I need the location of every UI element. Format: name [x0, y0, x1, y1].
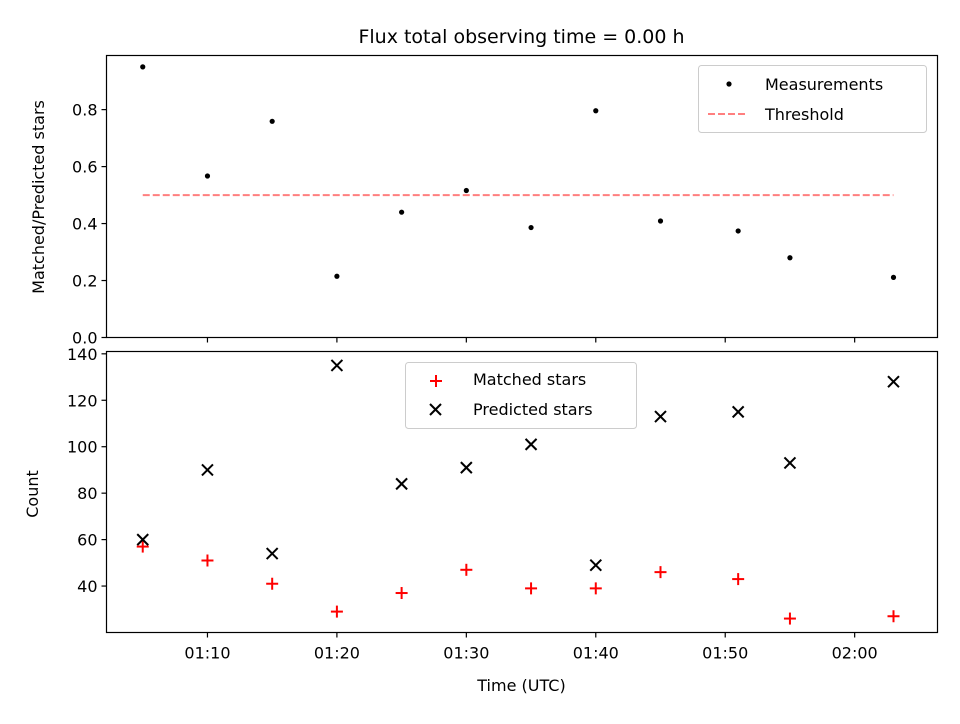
- predicted-stars-point: [654, 410, 667, 423]
- bottom-legend: Matched stars Predicted stars: [405, 362, 637, 429]
- predicted-stars-point: [330, 359, 344, 372]
- predicted-stars-point: [524, 438, 538, 451]
- predicted-stars-point: [201, 463, 214, 477]
- matched-stars-point: [525, 582, 538, 595]
- top-panel: 0.00.20.40.60.8 Matched/Predicted stars …: [29, 54, 939, 348]
- measurements-point: [140, 64, 146, 70]
- bottom-x-axis-label: Time (UTC): [476, 676, 565, 695]
- matched-stars-point: [732, 573, 745, 586]
- predicted-stars-point: [887, 375, 900, 388]
- matched-stars-point: [887, 610, 900, 623]
- matched-stars-point: [589, 582, 602, 595]
- legend-label-predicted-stars: Predicted stars: [473, 400, 593, 419]
- top-x-ticks: [206, 337, 856, 343]
- x-tick-label: 02:00: [832, 644, 878, 663]
- top-y-tick-label: 0.2: [72, 272, 97, 291]
- predicted-stars-point: [136, 533, 149, 546]
- chart-title: Flux total observing time = 0.00 h: [358, 26, 684, 48]
- predicted-stars-point: [783, 456, 797, 470]
- top-y-tick-label: 0.4: [72, 215, 97, 234]
- top-legend: Measurements Threshold: [698, 65, 927, 133]
- measurements-point: [787, 255, 793, 261]
- legend-marker-matched-stars: [430, 375, 442, 387]
- matched-stars-point: [460, 563, 473, 576]
- predicted-stars-point: [460, 461, 473, 474]
- x-tick-label: 01:30: [443, 644, 489, 663]
- matched-stars-point: [395, 587, 408, 600]
- predicted-stars-point: [395, 477, 408, 491]
- top-y-axis-label: Matched/Predicted stars: [29, 100, 48, 294]
- measurements-point: [269, 118, 275, 124]
- measurements-point: [593, 108, 599, 114]
- legend-marker-measurements: [726, 81, 732, 87]
- legend-label-measurements: Measurements: [765, 75, 883, 94]
- x-tick-label: 01:20: [314, 644, 360, 663]
- bottom-y-axis-label: Count: [23, 470, 42, 518]
- measurements-point: [204, 173, 211, 179]
- matched-stars-point: [266, 577, 279, 590]
- bottom-y-tick-label: 100: [67, 438, 98, 457]
- measurements-point: [657, 218, 664, 224]
- top-y-tick-label: 0.0: [72, 329, 97, 348]
- matched-stars-point: [201, 554, 214, 567]
- measurements-point: [399, 209, 405, 215]
- bottom-axes-frame: [105, 350, 939, 634]
- predicted-stars-point: [731, 405, 745, 419]
- x-tick-label: 01:50: [702, 644, 748, 663]
- bottom-panel: 40 60 80 100 120 140 01:10 01:20 01:30 01:40 01:5…: [23, 345, 939, 695]
- top-y-tick-label: 0.8: [72, 101, 97, 120]
- matched-stars-point: [783, 612, 796, 625]
- predicted-stars-point: [589, 558, 602, 572]
- measurements-point: [890, 274, 897, 280]
- matched-stars-point: [654, 566, 667, 579]
- top-marks: [140, 64, 897, 280]
- bottom-y-tick-label: 80: [77, 484, 97, 503]
- top-y-ticks: 0.0 0.2 0.4 0.6 0.8: [72, 101, 107, 348]
- top-y-tick-label: 0.6: [72, 158, 97, 177]
- bottom-y-tick-label: 40: [77, 577, 97, 596]
- legend-marker-predicted-stars: [429, 403, 442, 416]
- measurements-point: [463, 187, 469, 194]
- measurements-point: [334, 273, 340, 279]
- measurements-point: [528, 224, 534, 231]
- predicted-stars-point: [265, 547, 279, 560]
- x-tick-label: 01:40: [573, 644, 619, 663]
- bottom-y-tick-label: 60: [77, 531, 97, 550]
- top-axes-frame: [105, 54, 939, 339]
- bottom-y-ticks: 40 60 80 100 120 140: [67, 345, 107, 596]
- legend-label-matched-stars: Matched stars: [473, 370, 586, 389]
- matched-stars-point: [330, 605, 343, 618]
- bottom-x-ticks: 01:10 01:20 01:30 01:40 01:50 02:00: [184, 632, 878, 663]
- matched-stars-point: [136, 540, 149, 553]
- bottom-y-tick-label: 120: [67, 391, 98, 410]
- legend-label-threshold: Threshold: [764, 105, 844, 124]
- top-legend-box: [698, 65, 927, 133]
- bottom-y-tick-label: 140: [67, 345, 98, 364]
- bottom-legend-box: [405, 362, 637, 429]
- measurements-point: [735, 228, 741, 234]
- bottom-marks: [136, 359, 900, 625]
- x-tick-label: 01:10: [184, 644, 230, 663]
